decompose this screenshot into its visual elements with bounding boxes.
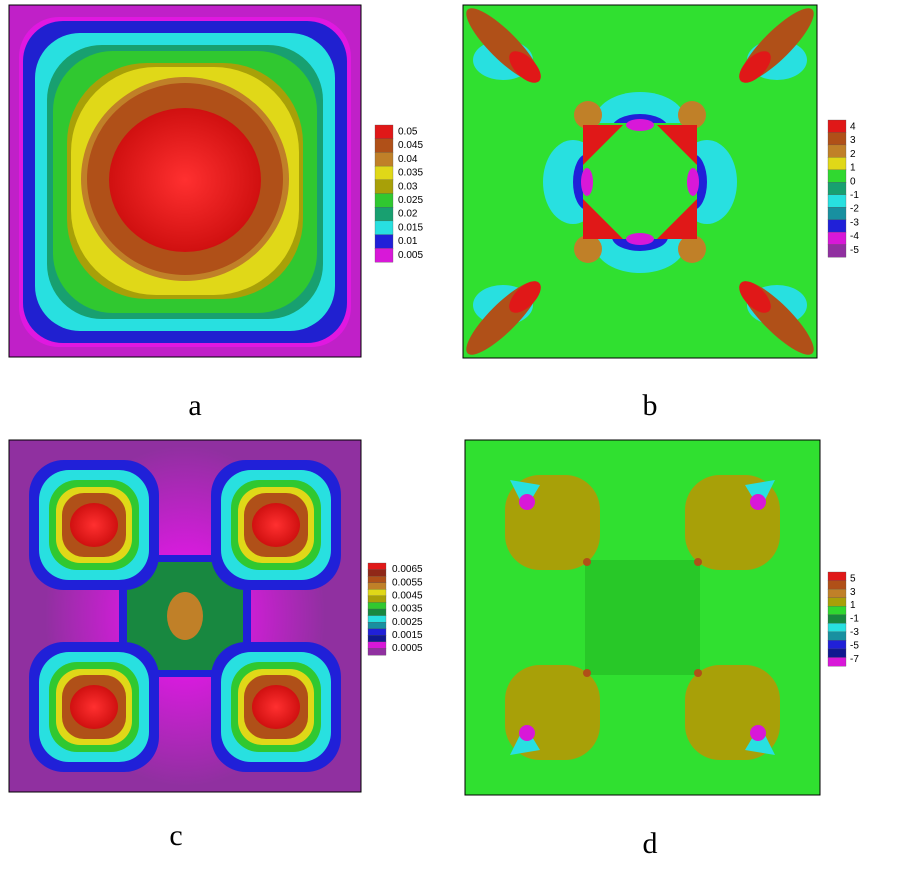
legend-swatch: [827, 144, 847, 158]
legend-swatch: [367, 621, 387, 630]
legend-label: 5: [850, 573, 856, 584]
legend-swatch: [374, 207, 394, 222]
legend-label: 0.025: [398, 195, 423, 206]
legend-swatch: [374, 220, 394, 236]
legend-label: 0.01: [398, 236, 418, 247]
legend-swatch: [367, 562, 387, 571]
legend-swatch: [374, 193, 394, 208]
legend-swatch: [367, 589, 387, 597]
panel-label: a: [188, 389, 201, 422]
legend-label: -1: [850, 614, 859, 625]
legend-swatch: [374, 124, 394, 140]
legend-swatch: [827, 182, 847, 196]
legend-label: -3: [850, 627, 859, 638]
legend-label: 0.0015: [392, 630, 423, 641]
legend-swatch: [827, 640, 847, 650]
legend-label: -1: [850, 190, 859, 201]
legend-swatch: [374, 248, 394, 263]
legend-swatch: [827, 648, 847, 658]
contour-c: [8, 439, 362, 793]
legend-swatch: [374, 138, 394, 153]
contour-d: [464, 439, 821, 796]
legend-swatch: [827, 244, 847, 258]
legend-swatch: [367, 641, 387, 649]
legend-swatch: [827, 597, 847, 607]
legend-label: 3: [850, 587, 856, 598]
contour-b: [462, 4, 818, 359]
panel-label: c: [169, 819, 182, 852]
legend-label: -5: [850, 245, 859, 256]
legend-swatch: [827, 219, 847, 233]
legend-swatch: [827, 157, 847, 171]
legend-label: 0.035: [398, 168, 423, 179]
legend-swatch: [367, 628, 387, 636]
legend-label: 2: [850, 149, 856, 160]
legend-label: 0.05: [398, 126, 418, 137]
legend-swatch: [827, 119, 847, 133]
legend-label: 0.045: [398, 140, 423, 151]
legend-swatch: [827, 207, 847, 221]
legend-label: 1: [850, 600, 856, 611]
legend-swatch: [367, 608, 387, 617]
legend-swatch: [374, 152, 394, 167]
legend-label: 0.0055: [392, 577, 423, 588]
legend-label: 0.02: [398, 209, 418, 220]
legend-swatch: [367, 569, 387, 577]
legend-label: 0.015: [398, 222, 423, 233]
legend-swatch: [374, 165, 394, 181]
legend-label: -7: [850, 654, 859, 665]
legend-label: 3: [850, 135, 856, 146]
contour-a: [8, 4, 362, 358]
legend-label: 0.0025: [392, 617, 423, 628]
legend-swatch: [367, 575, 387, 584]
legend-swatch: [827, 614, 847, 624]
legend-swatch: [827, 623, 847, 633]
legend-swatch: [367, 635, 387, 643]
legend-swatch: [827, 606, 847, 616]
legend-label: 0.005: [398, 250, 423, 261]
legend-swatch: [827, 580, 847, 590]
legend-label: 4: [850, 121, 856, 132]
legend-swatch: [367, 582, 387, 590]
legend-label: -4: [850, 231, 859, 242]
legend-swatch: [374, 234, 394, 249]
legend-swatch: [827, 657, 847, 667]
legend-swatch: [367, 595, 387, 603]
legend-swatch: [367, 648, 387, 656]
legend-label: 0.0035: [392, 604, 423, 615]
legend-label: 0.0045: [392, 590, 423, 601]
legend-swatch: [367, 615, 387, 623]
legend-label: 0: [850, 176, 856, 187]
panel-label: b: [643, 389, 658, 422]
legend-swatch: [827, 631, 847, 641]
legend-label: -2: [850, 204, 859, 215]
legend-swatch: [827, 231, 847, 245]
legend-label: -3: [850, 217, 859, 228]
legend-label: 0.04: [398, 154, 418, 165]
legend-swatch: [827, 571, 847, 581]
legend-label: -5: [850, 640, 859, 651]
legend-swatch: [367, 602, 387, 610]
panel-label: d: [643, 827, 658, 860]
legend-swatch: [374, 179, 394, 194]
legend-swatch: [827, 169, 847, 183]
legend-swatch: [827, 132, 847, 146]
legend-label: 0.0065: [392, 564, 423, 575]
legend-label: 0.0005: [392, 643, 423, 654]
legend-label: 0.03: [398, 181, 418, 192]
legend-swatch: [827, 588, 847, 599]
legend-label: 1: [850, 163, 856, 174]
legend-swatch: [827, 194, 847, 208]
